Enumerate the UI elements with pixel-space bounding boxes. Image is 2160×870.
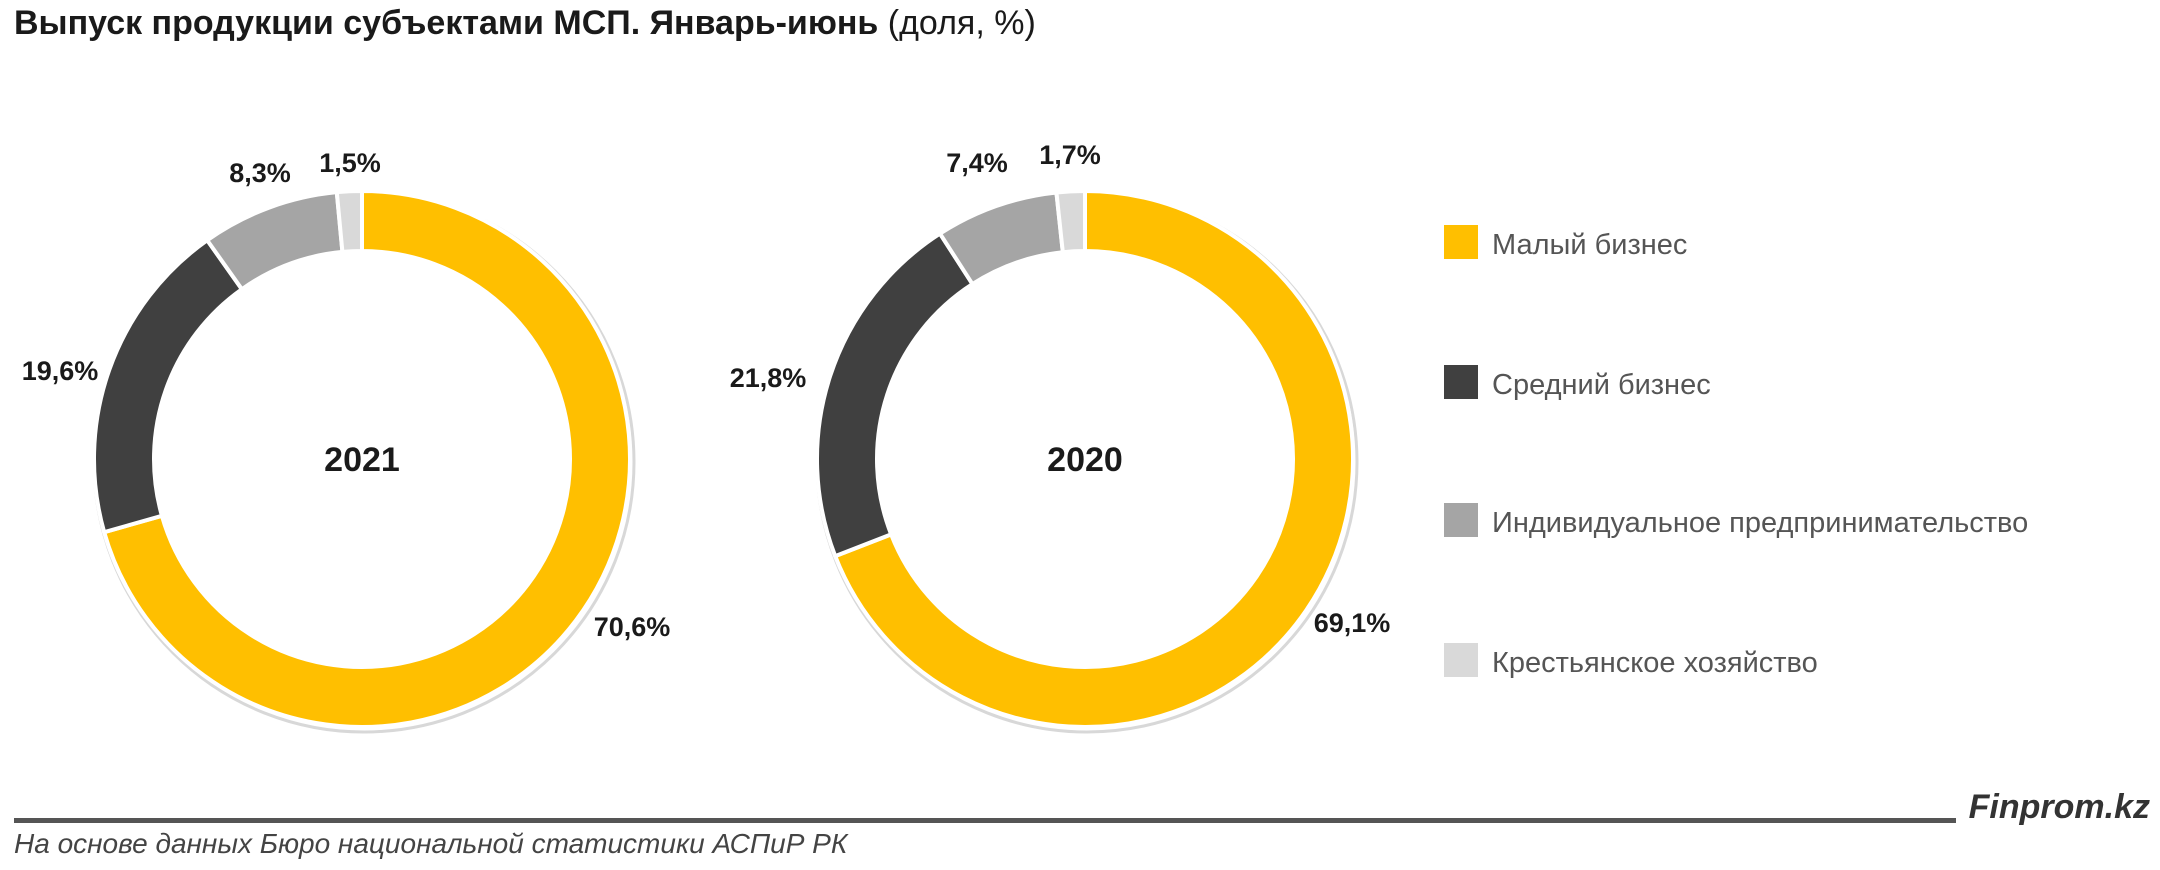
legend-item-2: Средний бизнес <box>1444 365 1711 401</box>
legend-label: Крестьянское хозяйство <box>1492 647 1818 679</box>
donut-slice-2021-4 <box>334 189 364 254</box>
donut-slice-2021-1 <box>102 189 632 729</box>
data-label-2021-1: 70,6% <box>594 612 671 642</box>
source-note: На основе данных Бюро национальной стати… <box>14 828 848 859</box>
donut-slice-2020-2 <box>815 231 975 559</box>
donut-slice-2021-2 <box>92 238 244 535</box>
data-label-2020-1: 69,1% <box>1314 608 1391 638</box>
donut-center-label: 2021 <box>324 441 400 479</box>
legend-label: Средний бизнес <box>1492 369 1711 401</box>
legend-swatch <box>1444 503 1478 537</box>
data-label-2020-2: 21,8% <box>730 363 807 393</box>
legend-item-1: Малый бизнес <box>1444 225 1687 261</box>
donut-chart-2020: 2020 69,1% 21,8% 7,4% 1,7% <box>730 140 1391 734</box>
data-label-2021-2: 19,6% <box>22 356 99 386</box>
donut-chart-2021: 2021 70,6% 19,6% 8,3% 1,5% <box>22 148 671 734</box>
legend-label: Малый бизнес <box>1492 229 1687 261</box>
legend-item-4: Крестьянское хозяйство <box>1444 643 1818 679</box>
chart-title: Выпуск продукции субъектами МСП. Январь-… <box>14 4 1036 43</box>
chart-title-main: Выпуск продукции субъектами МСП. Январь-… <box>14 4 879 42</box>
legend-item-3: Индивидуальное предпринимательство <box>1444 503 2028 539</box>
legend-swatch <box>1444 643 1478 677</box>
data-label-2021-3: 8,3% <box>229 158 291 188</box>
data-label-2020-4: 1,7% <box>1039 140 1101 170</box>
chart-title-unit: (доля, %) <box>887 4 1036 42</box>
data-label-2021-4: 1,5% <box>319 148 381 178</box>
legend-label: Индивидуальное предпринимательство <box>1492 507 2028 539</box>
footer-divider <box>14 818 1956 823</box>
legend-swatch <box>1444 225 1478 259</box>
legend: Малый бизнес Средний бизнес Индивидуальное… <box>1444 225 2028 679</box>
brand-logo-text: Finprom.kz <box>1960 788 2150 827</box>
donut-center-label: 2020 <box>1047 441 1123 479</box>
donut-slice-2020-4 <box>1054 189 1087 255</box>
data-label-2020-3: 7,4% <box>946 148 1008 178</box>
donut-slice-2020-1 <box>833 189 1355 729</box>
legend-swatch <box>1444 365 1478 399</box>
